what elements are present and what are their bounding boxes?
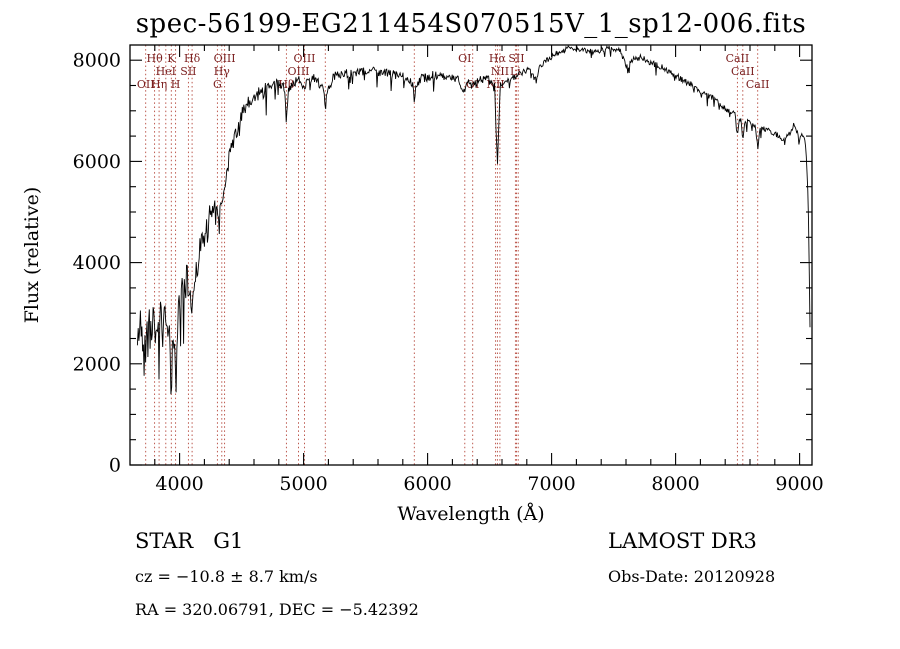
ra-dec-label: RA = 320.06791, DEC = −5.42392 <box>135 600 419 619</box>
spectral-line-label: OIII <box>214 52 236 65</box>
x-tick-label: 8000 <box>651 473 699 495</box>
x-tick-label: 9000 <box>775 473 823 495</box>
spectral-line-label: Hθ <box>146 52 163 65</box>
spectral-line-label: H <box>171 78 181 91</box>
spectral-line-label: Li <box>510 65 521 78</box>
spectral-line-label: HeI <box>156 65 176 78</box>
spectral-line-label: CaII <box>731 65 755 78</box>
y-tick-label: 6000 <box>73 151 121 173</box>
spectral-line-label: SII <box>180 65 196 78</box>
plot-title: spec-56199-EG211454S070515V_1_sp12-006.f… <box>136 9 807 39</box>
x-tick-label: 5000 <box>279 473 327 495</box>
spectral-line-label: OII <box>137 78 155 91</box>
spectral-line-label: OI <box>458 52 471 65</box>
spectral-line-label: Hγ <box>214 65 231 78</box>
x-tick-label: 6000 <box>403 473 451 495</box>
spectral-line-label: CaII <box>726 52 750 65</box>
spectral-line-label: K <box>167 52 176 65</box>
x-tick-label: 7000 <box>527 473 575 495</box>
spectral-line-label: SII <box>508 52 524 65</box>
cz-value-label: cz = −10.8 ± 8.7 km/s <box>135 567 318 586</box>
object-class-label: STAR G1 <box>135 529 243 553</box>
spectral-line-label: G <box>213 78 222 91</box>
y-tick-label: 2000 <box>73 353 121 375</box>
y-axis-label: Flux (relative) <box>21 187 43 324</box>
spectral-line-label: CaII <box>746 78 770 91</box>
spectral-line-label: OIII <box>287 65 309 78</box>
spectral-line-label: NII <box>491 65 509 78</box>
plot-border <box>129 44 813 466</box>
spectral-line-label: Hη <box>151 78 167 91</box>
y-tick-label: 8000 <box>73 50 121 72</box>
spectrum-curve <box>136 45 811 395</box>
survey-label: LAMOST DR3 <box>608 529 757 553</box>
spectral-line-label: Hδ <box>184 52 201 65</box>
y-tick-label: 4000 <box>73 252 121 274</box>
spectral-line-label: Hα <box>489 52 507 65</box>
x-tick-label: 4000 <box>155 473 203 495</box>
obs-date-label: Obs-Date: 20120928 <box>608 567 775 586</box>
x-axis-label: Wavelength (Å) <box>397 503 544 525</box>
spectral-line-label: OIII <box>293 52 315 65</box>
y-tick-label: 0 <box>109 455 121 477</box>
